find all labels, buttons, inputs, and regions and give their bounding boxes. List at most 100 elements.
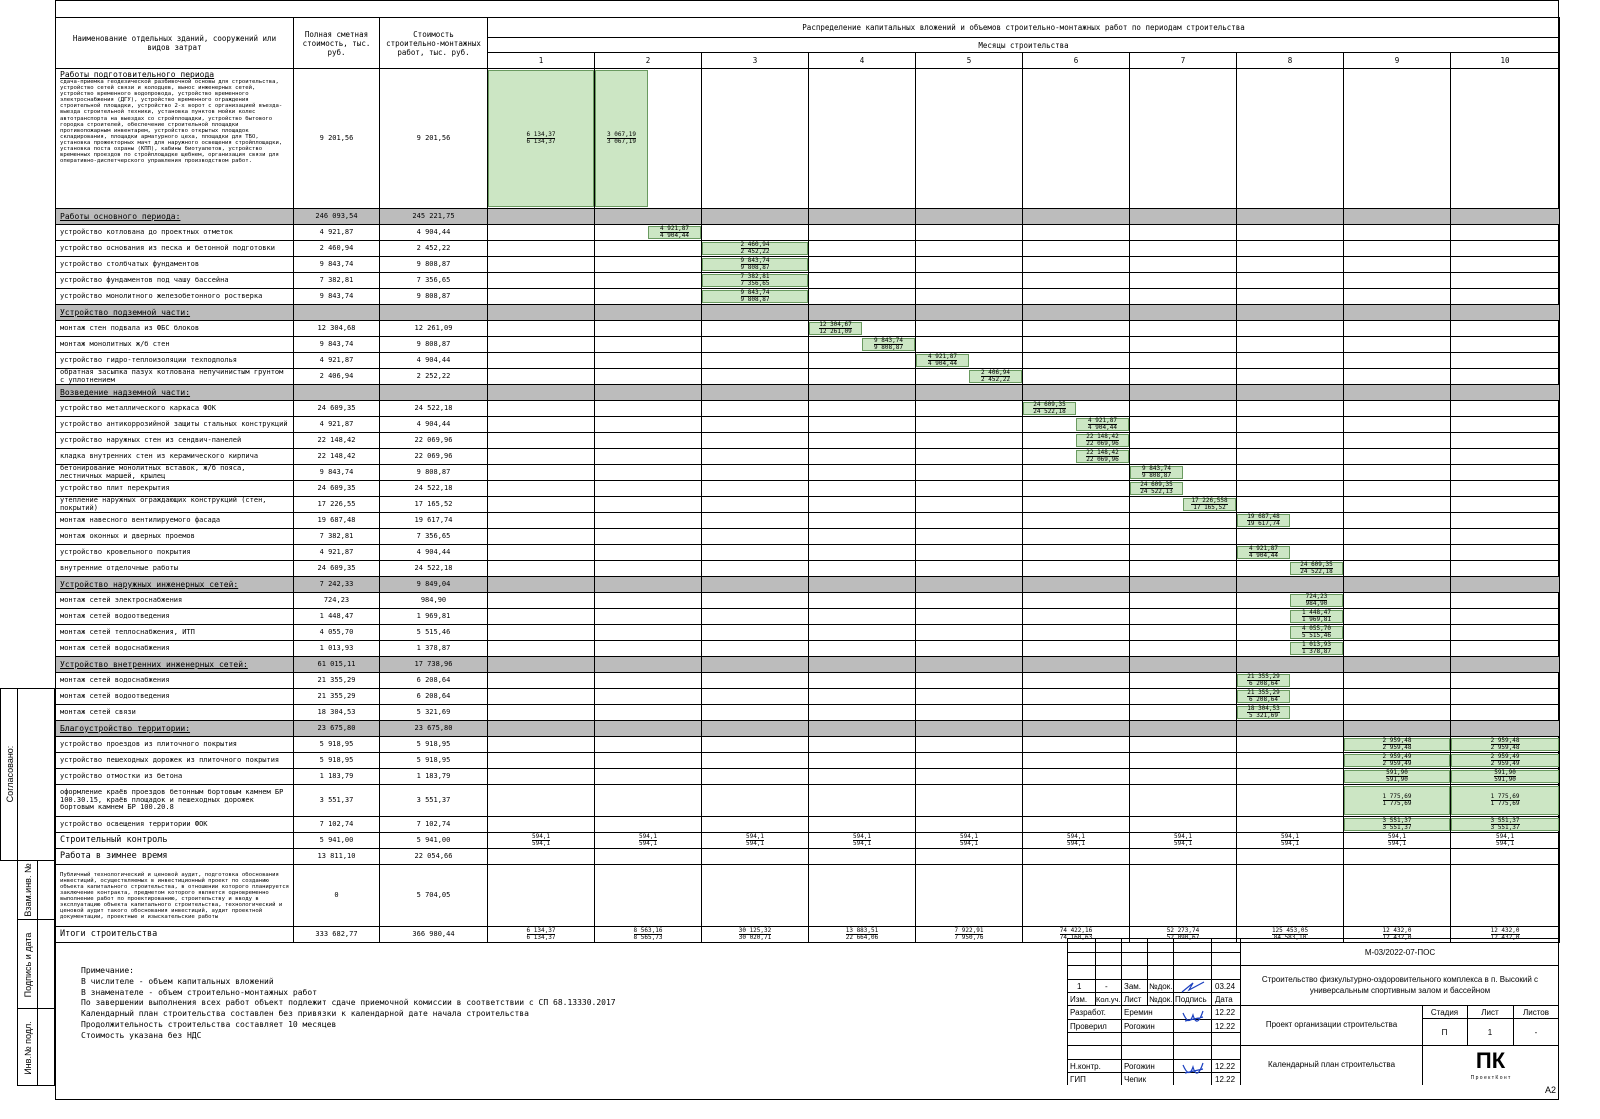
table-row: устройство наружных стен из сендвич-пане…: [55, 432, 1561, 449]
note-line: В знаменателе - объем строительно-монтаж…: [81, 987, 318, 997]
month-cell: [1022, 640, 1130, 657]
table-row: устройство кровельного покрытия 4 921,87 4…: [55, 544, 1561, 561]
month-cell: [1449, 864, 1561, 927]
role-norm-control: Н.контр.: [1070, 1062, 1101, 1071]
month-total: 594,1 594,1: [810, 834, 915, 848]
month-cell: [1236, 416, 1344, 433]
month-cell: [594, 848, 702, 865]
value-fraction: 2 959,48 2 959,48: [1382, 738, 1412, 752]
month-cell: [1343, 720, 1451, 737]
smr-cost-cell: 22 054,66: [379, 848, 488, 865]
month-cell: [487, 208, 595, 225]
table-row: внутренние отделочные работы 24 609,35 24 …: [55, 560, 1561, 577]
month-header: 10: [1449, 52, 1561, 69]
table-row: монтаж сетей водоотведения 1 448,47 1 969,…: [55, 608, 1561, 625]
value-fraction: 594,1 594,1: [852, 834, 872, 848]
month-cell: [1129, 528, 1237, 545]
agreed-label: Согласовано:: [5, 745, 15, 803]
month-cell: [808, 432, 916, 449]
month-cell: [1236, 720, 1344, 737]
month-cell: 22 148,42 22 069,96: [1022, 432, 1130, 449]
month-cell: [594, 464, 702, 481]
month-cell: [1022, 736, 1130, 753]
month-cell: [915, 848, 1023, 865]
month-cell: [1022, 528, 1130, 545]
row-name: устройство кровельного покрытия: [55, 544, 294, 561]
month-cell: [594, 208, 702, 225]
table-row: бетонирование монолитных вставок, ж/б по…: [55, 464, 1561, 481]
month-cell: [1449, 320, 1561, 337]
schedule-bar: 724,23 984,90: [1290, 594, 1343, 607]
full-cost-cell: 4 921,87: [293, 416, 380, 433]
schedule-bar: 6 134,37 6 134,37: [488, 70, 594, 207]
month-cell: [808, 784, 916, 817]
denominator-smr: 4 904,44: [1249, 552, 1278, 559]
month-total: 594,1 594,1: [489, 834, 594, 848]
row-name: монтаж сетей водоснабжения: [55, 640, 294, 657]
month-cell: [915, 68, 1023, 209]
full-cost-cell: 4 921,87: [293, 544, 380, 561]
month-cell: [594, 592, 702, 609]
inv-zam-cell: Взам.инв. №: [17, 860, 38, 920]
month-cell: [1236, 656, 1344, 673]
month-cell: [487, 320, 595, 337]
month-cell: [594, 736, 702, 753]
full-cost-cell: 7 382,81: [293, 528, 380, 545]
month-cell: [1129, 720, 1237, 737]
hdr-kol: Кол.уч.: [1096, 995, 1121, 1004]
value-fraction: 24 609,35 24 522,13: [1140, 482, 1173, 496]
month-total: 13 883,51 22 664,06: [810, 928, 915, 942]
doc-title-1: Проект организации строительства: [1265, 1020, 1398, 1029]
month-cell: [594, 816, 702, 833]
month-cell: [1129, 304, 1237, 321]
change-sheet: Зам.: [1124, 982, 1142, 991]
month-cell: [1449, 304, 1561, 321]
month-cell: 4 055,70 5 515,46: [1236, 624, 1344, 641]
month-cell: [1449, 528, 1561, 545]
smr-cost-cell: 9 808,87: [379, 288, 488, 305]
value-fraction: 6 134,37 6 134,37: [526, 928, 556, 942]
month-cell: [808, 544, 916, 561]
month-cell: [701, 432, 809, 449]
month-cell: [1022, 208, 1130, 225]
month-cell: [1129, 416, 1237, 433]
month-cell: 9 843,74 9 808,87: [701, 288, 809, 305]
month-cell: [1236, 68, 1344, 209]
month-cell: [1129, 704, 1237, 721]
month-cell: 2 959,49 2 959,49: [1449, 752, 1561, 769]
value-fraction: 18 304,53 5 321,69: [1247, 706, 1280, 720]
denominator-smr: 594,1: [531, 840, 551, 847]
month-cell: [1449, 576, 1561, 593]
month-cell: [1343, 288, 1451, 305]
month-cell: [594, 416, 702, 433]
month-cell: [1449, 592, 1561, 609]
month-cell: [808, 448, 916, 465]
table-row: монтаж сетей водоснабжения 1 013,93 1 378,…: [55, 640, 1561, 657]
month-cell: [1236, 224, 1344, 241]
month-cell: [594, 368, 702, 385]
row-name: устройство проездов из плиточного покрыт…: [55, 736, 294, 753]
month-cell: 4 921,87 4 904,44: [915, 352, 1023, 369]
full-cost-cell: 21 355,29: [293, 672, 380, 689]
row-name: монтаж сетей водоснабжения: [55, 672, 294, 689]
table-row: Устройство наружных инженерных сетей: 7 2…: [55, 576, 1561, 593]
month-cell: [915, 640, 1023, 657]
month-cell: [594, 608, 702, 625]
month-cell: 3 067,19 3 067,19: [594, 68, 702, 209]
smr-cost-cell: 4 904,44: [379, 416, 488, 433]
full-cost-cell: 1 448,47: [293, 608, 380, 625]
denominator-smr: 1 969,81: [1302, 616, 1331, 623]
agreed-cell: Согласовано:: [0, 688, 18, 861]
month-cell: [487, 768, 595, 785]
month-cell: [594, 304, 702, 321]
month-cell: [1129, 384, 1237, 401]
month-cell: [1129, 272, 1237, 289]
denominator-smr: 4 904,44: [1088, 424, 1117, 431]
month-cell: [487, 512, 595, 529]
smr-cost-cell: [379, 384, 488, 401]
month-cell: [915, 576, 1023, 593]
month-header: 4: [808, 52, 916, 69]
denominator-smr: 30 020,71: [738, 934, 772, 941]
sheet-value: 1: [1487, 1028, 1493, 1037]
full-cost-cell: 7 102,74: [293, 816, 380, 833]
